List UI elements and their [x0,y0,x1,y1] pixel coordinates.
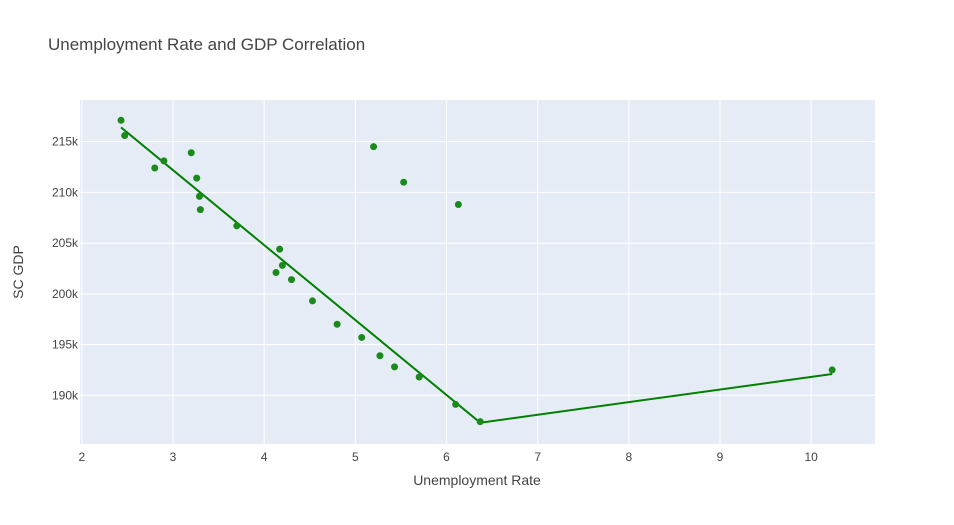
scatter-point[interactable] [454,201,462,209]
y-tick-label: 215k [52,135,79,149]
scatter-point[interactable] [828,366,836,374]
y-tick-label: 205k [52,236,79,250]
x-tick-label: 3 [170,450,177,464]
y-tick-labels: 190k 195k 200k 205k 210k 215k [52,135,79,403]
plot-area [80,100,875,444]
scatter-point[interactable] [415,373,423,381]
scatter-point[interactable] [121,132,129,140]
y-tick-label: 210k [52,185,79,199]
x-tick-label: 9 [717,450,724,464]
scatter-point[interactable] [160,157,168,165]
x-tick-label: 8 [625,450,632,464]
scatter-point[interactable] [476,418,484,426]
scatter-point[interactable] [376,352,384,360]
x-tick-label: 4 [261,450,268,464]
scatter-point[interactable] [333,320,341,328]
x-axis-title: Unemployment Rate [413,472,541,488]
scatter-points [117,116,836,426]
scatter-point[interactable] [196,206,204,214]
y-gridlines [80,141,875,396]
chart-title: Unemployment Rate and GDP Correlation [48,35,365,54]
x-tick-label: 5 [352,450,359,464]
scatter-point[interactable] [272,269,280,277]
x-tick-label: 10 [805,450,819,464]
scatter-point[interactable] [400,178,408,186]
scatter-point[interactable] [151,164,159,172]
scatter-point[interactable] [391,363,399,371]
x-tick-label: 2 [78,450,85,464]
scatter-point[interactable] [193,174,201,182]
x-tick-label: 7 [534,450,541,464]
scatter-point[interactable] [276,245,284,253]
scatter-point[interactable] [117,116,125,124]
scatter-point[interactable] [288,276,296,284]
y-tick-label: 190k [52,388,79,402]
scatter-point[interactable] [370,143,378,151]
scatter-point[interactable] [358,333,366,341]
y-axis-title: SC GDP [10,245,26,299]
x-gridlines [81,100,812,444]
scatter-point[interactable] [308,297,316,305]
scatter-point[interactable] [233,222,241,230]
x-tick-label: 6 [443,450,450,464]
y-tick-label: 195k [52,338,79,352]
scatter-point[interactable] [278,261,286,269]
scatter-point[interactable] [195,192,203,200]
y-tick-label: 200k [52,287,79,301]
x-tick-labels: 2 3 4 5 6 7 8 9 10 [78,450,818,464]
scatter-point[interactable] [187,149,195,157]
scatter-point[interactable] [452,400,460,408]
